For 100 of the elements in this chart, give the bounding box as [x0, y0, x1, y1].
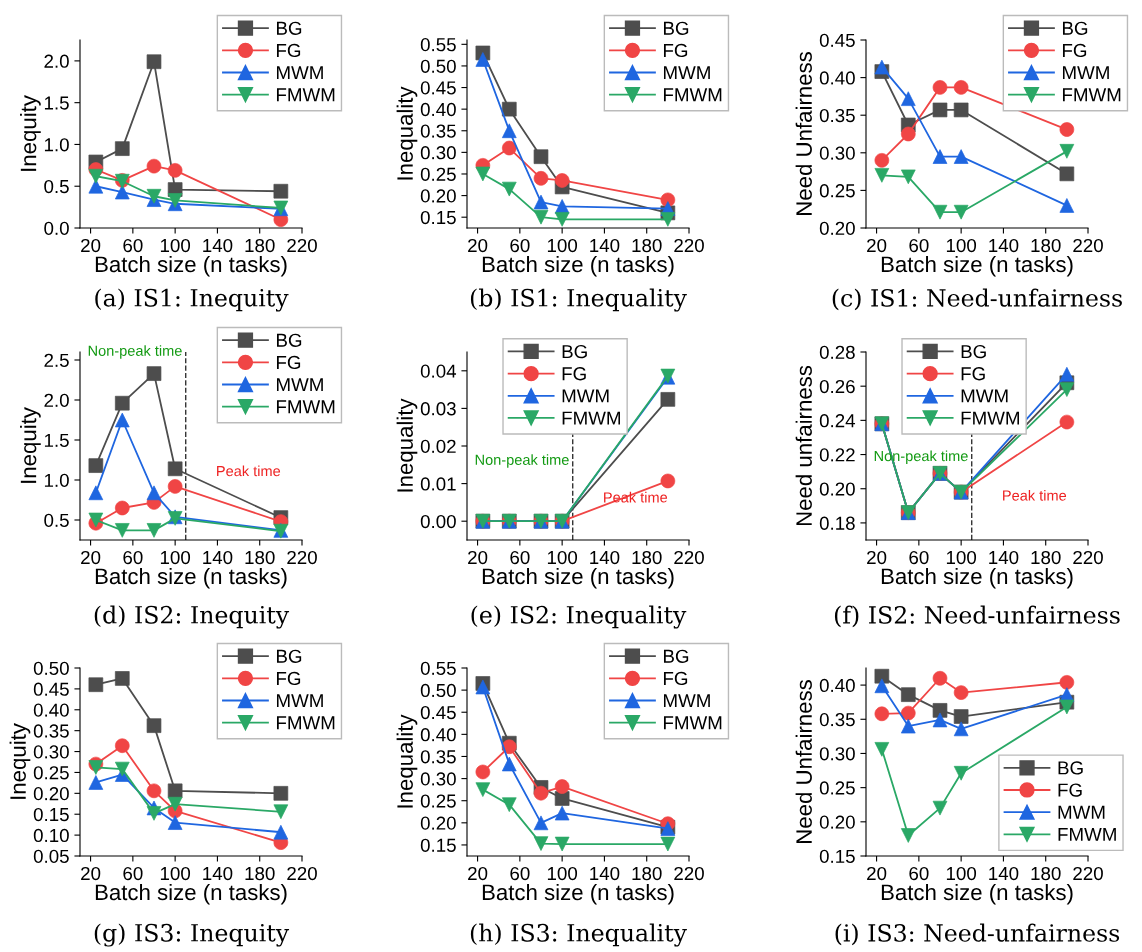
y-tick-label: 0.5 — [44, 179, 69, 194]
legend-label: FG — [276, 355, 301, 370]
y-tick-label: 0.25 — [819, 184, 855, 198]
text: (h) IS3: Inequality — [470, 923, 687, 947]
y-tick-label: 0.35 — [420, 124, 456, 138]
y-tick-label: 0.18 — [819, 516, 855, 530]
x-tick-label: 180 — [632, 866, 662, 881]
x-tick-label: 220 — [287, 238, 317, 253]
legend-label: FMWM — [1058, 827, 1116, 841]
x-tick-label: 180 — [632, 238, 662, 253]
text: (g) IS3: Inequity — [94, 923, 290, 947]
y-tick-label: 0.02 — [420, 439, 456, 453]
legend-label: FMWM — [1062, 88, 1121, 102]
y-tick-label: 0.20 — [819, 815, 855, 829]
y-tick-label: 0.35 — [420, 750, 456, 764]
x-tick-label: 60 — [909, 866, 929, 881]
x-tick-label: 100 — [547, 866, 578, 881]
y-tick-label: 2.0 — [44, 54, 69, 68]
y-tick-label: 0.40 — [33, 703, 69, 717]
x-tick-label: 20 — [81, 550, 101, 565]
x-axis-title: Batch size (n tasks) — [95, 255, 287, 277]
x-tick-label: 140 — [203, 238, 233, 253]
x-tick-label: 180 — [1031, 238, 1061, 253]
text: (e) IS2: Inequality — [471, 605, 687, 629]
x-tick-label: 220 — [1073, 550, 1103, 565]
y-tick-label: 1.0 — [44, 473, 69, 487]
legend-label: MWM — [663, 66, 710, 80]
y-tick-label: 0.45 — [420, 705, 456, 720]
legend-label: FMWM — [276, 716, 335, 730]
y-tick-label: 0.03 — [420, 402, 456, 416]
legend-label: FG — [276, 43, 301, 58]
legend-label: BG — [562, 344, 587, 359]
x-tick-label: 140 — [590, 866, 620, 881]
y-tick-label: 0.35 — [33, 724, 69, 738]
y-tick-label: 0.20 — [420, 189, 456, 203]
y-tick-label: 0.28 — [819, 345, 855, 359]
y-tick-label: 0.20 — [819, 221, 855, 235]
text: (b) IS1: Inequality — [470, 288, 687, 312]
y-tick-label: 0.10 — [33, 828, 69, 843]
y-tick-label: 0.20 — [33, 787, 69, 801]
x-tick-label: 180 — [1031, 866, 1061, 881]
y-tick-label: 0.15 — [819, 849, 855, 863]
y-tick-label: 0.55 — [420, 38, 456, 52]
x-tick-label: 20 — [867, 550, 887, 565]
text: (i) IS3: Need-unfairness — [835, 923, 1120, 946]
x-tick-label: 140 — [590, 238, 620, 253]
y-tick-label: 0.45 — [420, 81, 456, 95]
annotation: Peak time — [1003, 489, 1067, 501]
legend-label: BG — [663, 649, 689, 663]
x-tick-label: 220 — [287, 550, 317, 565]
legend-label: FMWM — [276, 400, 335, 414]
y-tick-label: 0.40 — [420, 102, 456, 117]
x-axis-title: Batch size (n tasks) — [482, 255, 674, 277]
legend-label: MWM — [276, 378, 323, 392]
y-tick-label: 0.20 — [420, 816, 456, 830]
x-tick-label: 180 — [1031, 550, 1061, 565]
y-tick-label: 0.40 — [819, 71, 855, 85]
legend-label: BG — [1062, 21, 1088, 35]
y-tick-label: 0.15 — [33, 807, 69, 822]
annotation: Non-peak time — [88, 345, 182, 359]
legend-label: BG — [961, 344, 986, 359]
text: (c) IS1: Need-unfairness — [832, 288, 1122, 311]
y-tick-label: 0.35 — [819, 712, 855, 727]
y-tick-label: 0.40 — [819, 678, 855, 693]
legend-label: MWM — [562, 389, 609, 403]
y-tick-label: 1.0 — [44, 138, 69, 152]
legend-label: MWM — [1062, 66, 1109, 80]
x-tick-label: 220 — [1073, 866, 1103, 881]
y-tick-label: 0.01 — [420, 477, 456, 491]
legend-label: MWM — [276, 694, 323, 708]
x-axis-title: Batch size (n tasks) — [482, 567, 674, 589]
legend-label: FG — [961, 367, 985, 381]
y-tick-label: 0.25 — [420, 794, 456, 808]
y-axis-title: Need Unfairness — [795, 680, 812, 843]
text: (a) IS1: Inequity — [95, 288, 289, 312]
y-axis-title: Need Unfairness — [795, 52, 812, 215]
x-tick-label: 60 — [909, 238, 929, 253]
x-tick-label: 20 — [867, 866, 887, 881]
x-axis-title: Batch size (n tasks) — [881, 883, 1073, 905]
y-tick-label: 0.24 — [819, 414, 856, 428]
y-axis-title: Inequality — [396, 86, 418, 180]
y-tick-label: 0.25 — [420, 167, 456, 181]
legend-label: FG — [562, 367, 586, 381]
x-tick-label: 20 — [468, 550, 488, 565]
x-tick-label: 60 — [123, 550, 143, 565]
y-tick-label: 0.35 — [819, 108, 855, 123]
legend-label: BG — [276, 333, 302, 347]
legend-label: MWM — [276, 66, 323, 80]
x-tick-label: 100 — [547, 238, 578, 253]
legend-label: FG — [276, 671, 301, 686]
x-tick-label: 20 — [81, 866, 101, 881]
x-tick-label: 220 — [1073, 238, 1103, 253]
y-axis-title: Inequality — [396, 714, 418, 808]
y-tick-label: 0.45 — [33, 682, 69, 696]
y-tick-label: 0.30 — [420, 772, 456, 786]
y-tick-label: 0.05 — [33, 849, 69, 863]
y-tick-label: 0.40 — [420, 728, 456, 742]
legend-label: FMWM — [663, 716, 722, 730]
legend-label: BG — [276, 649, 302, 663]
x-tick-label: 60 — [123, 238, 143, 253]
